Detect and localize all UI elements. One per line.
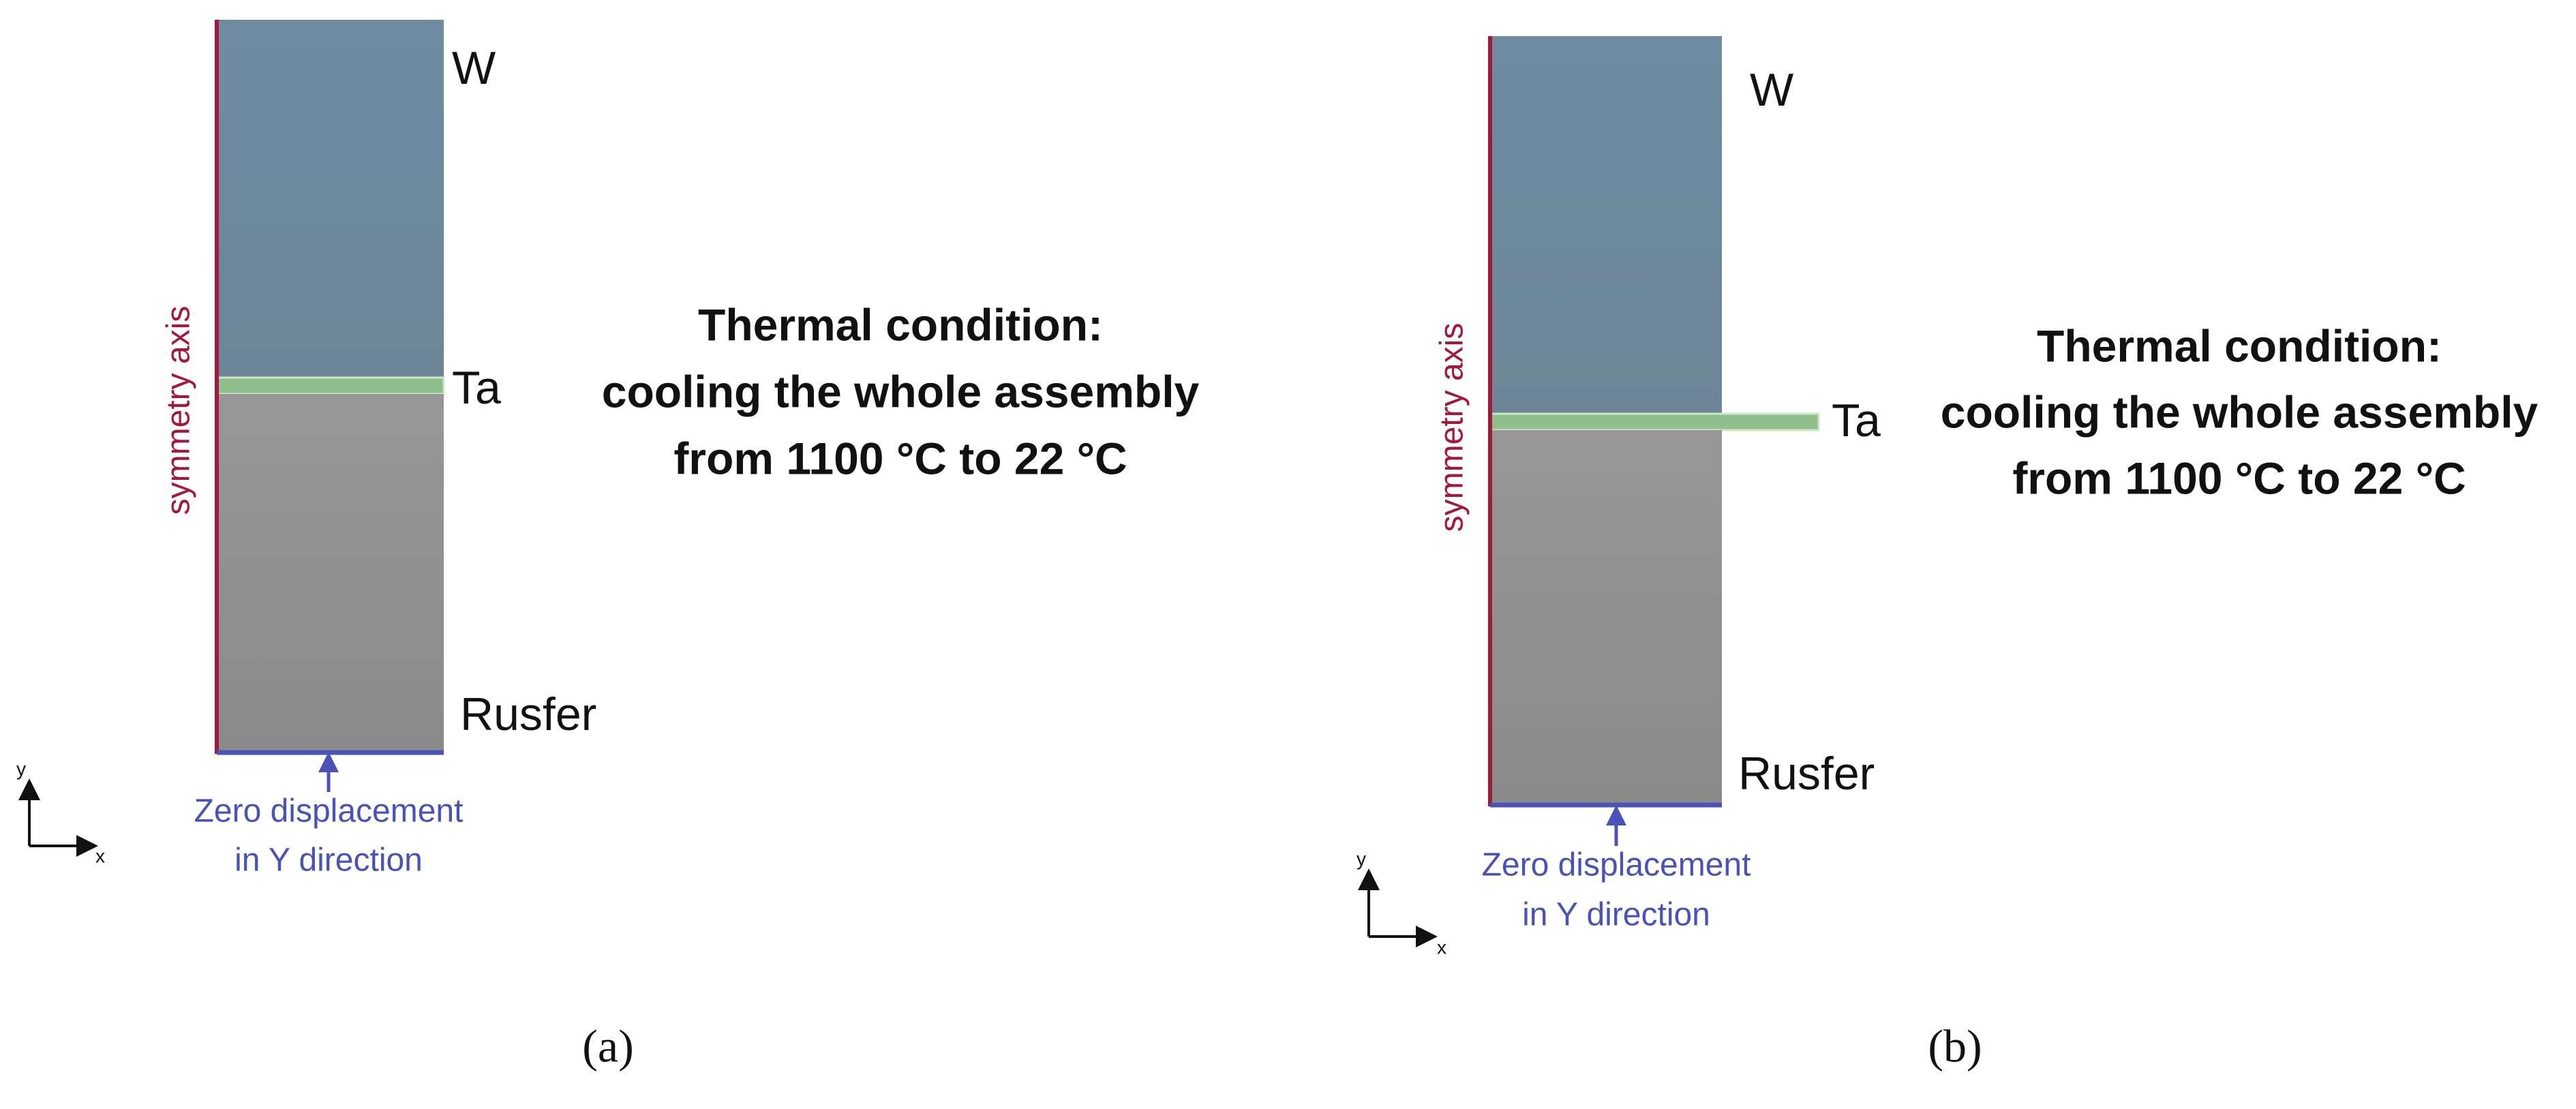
axis-label: symmetry axis xyxy=(1434,323,1470,532)
axis-y-label: y xyxy=(16,758,26,779)
ta-layer xyxy=(1489,412,1820,431)
ta-layer xyxy=(215,376,445,395)
w-layer xyxy=(217,20,444,378)
condition-text: cooling the whole assembly xyxy=(602,366,1200,416)
material-label: W xyxy=(1750,64,1793,116)
axis-x-label: x xyxy=(95,845,105,866)
material-label: Ta xyxy=(452,362,501,414)
rusfer-layer xyxy=(217,394,444,753)
axis-y-label: y xyxy=(1357,848,1366,869)
condition-text: cooling the whole assembly xyxy=(1941,386,2539,437)
panel-b: W Ta Rusfer symmetry axis Zero displacem… xyxy=(1357,36,2539,1072)
caption: (b) xyxy=(1928,1020,1982,1072)
boundary-label: in Y direction xyxy=(234,842,423,879)
material-label: W xyxy=(452,42,496,94)
rusfer-layer xyxy=(1490,430,1722,805)
w-layer xyxy=(1490,36,1722,414)
caption: (a) xyxy=(582,1020,633,1072)
boundary-label: Zero displacement xyxy=(194,793,464,830)
condition-text: Thermal condition: xyxy=(698,299,1103,350)
condition-text: from 1100 °C to 22 °C xyxy=(2012,453,2466,503)
boundary-label: Zero displacement xyxy=(1482,847,1751,883)
material-label: Rusfer xyxy=(1738,748,1875,800)
material-label: Rusfer xyxy=(460,688,596,740)
axis-label: symmetry axis xyxy=(161,306,197,515)
axis-x-label: x xyxy=(1437,937,1446,958)
condition-text: from 1100 °C to 22 °C xyxy=(673,433,1127,483)
boundary-label: in Y direction xyxy=(1522,897,1710,933)
material-label: Ta xyxy=(1832,395,1881,446)
panel-a: W Ta Rusfer symmetry axis Zero displacem… xyxy=(16,20,1200,1072)
condition-text: Thermal condition: xyxy=(2037,320,2442,371)
